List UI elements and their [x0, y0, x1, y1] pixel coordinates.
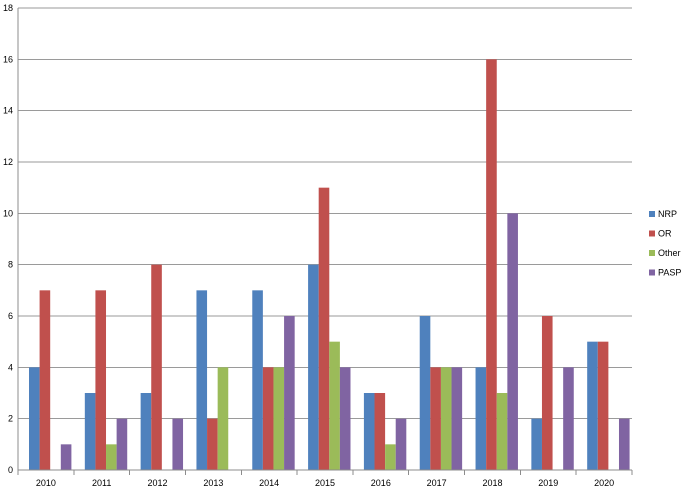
bar-or-2011: [95, 290, 107, 470]
bar-or-2018: [486, 59, 497, 470]
y-tick-label: 12: [3, 157, 13, 167]
x-tick-label: 2018: [482, 478, 502, 488]
bar-nrp-2016: [363, 393, 375, 470]
bar-nrp-2011: [84, 393, 96, 470]
x-tick-label: 2011: [92, 478, 111, 488]
x-tick-label: 2013: [203, 478, 223, 488]
x-tick-label: 2010: [36, 478, 56, 488]
bar-nrp-2018: [475, 367, 487, 470]
bar-nrp-2014: [252, 290, 263, 470]
y-tick-label: 2: [8, 414, 13, 424]
bar-nrp-2015: [308, 264, 319, 470]
y-tick-label: 16: [3, 54, 13, 64]
y-tick-label: 8: [8, 260, 13, 270]
x-tick-label: 2012: [148, 478, 168, 488]
bar-nrp-2013: [196, 290, 208, 470]
x-axis-ticks: 2010 2011 2012 2013 2014 2015 2016 2017 2018 2019…: [36, 478, 614, 488]
x-tick-label: 2014: [259, 478, 279, 488]
y-axis-ticks: 0 2 4 6 8 10 12 14 16 18: [3, 3, 13, 475]
bar-pasp-2014: [284, 316, 295, 470]
bar-nrp-2010: [29, 367, 40, 470]
legend: NRP OR Other PASP: [649, 209, 681, 278]
bar-nrp-2019: [531, 418, 542, 470]
legend-label-other: Other: [658, 248, 681, 258]
bar-other-2011: [106, 444, 117, 470]
bar-pasp-2018: [507, 213, 518, 471]
legend-swatch-other: [649, 250, 655, 256]
bar-or-2014: [262, 367, 274, 470]
x-tick-label: 2020: [594, 478, 614, 488]
bar-pasp-2011: [116, 418, 128, 470]
bar-other-2015: [329, 341, 340, 470]
bar-other-2014: [273, 367, 285, 470]
legend-label-nrp: NRP: [658, 209, 677, 219]
bar-other-2016: [385, 444, 396, 470]
bar-or-2019: [541, 316, 553, 470]
bar-or-2015: [318, 187, 330, 470]
bar-pasp-2019: [563, 367, 574, 470]
bar-other-2013: [217, 367, 229, 470]
legend-swatch-or: [649, 230, 655, 237]
bar-or-2010: [39, 290, 51, 470]
x-tick-label: 2015: [315, 478, 335, 488]
bar-pasp-2015: [339, 367, 351, 470]
y-tick-label: 0: [8, 465, 13, 475]
bar-or-2016: [374, 393, 386, 470]
bars: [29, 59, 630, 471]
bar-pasp-2016: [395, 418, 407, 470]
bar-nrp-2012: [140, 393, 152, 470]
bar-or-2012: [151, 264, 162, 470]
bar-pasp-2017: [451, 367, 463, 470]
y-tick-label: 14: [3, 106, 13, 116]
bar-or-2020: [597, 341, 609, 470]
bar-pasp-2010: [60, 444, 72, 470]
bar-pasp-2012: [172, 418, 184, 470]
legend-label-pasp: PASP: [658, 268, 681, 278]
x-tick-label: 2019: [538, 478, 558, 488]
bar-nrp-2017: [419, 316, 431, 470]
y-tick-label: 4: [8, 362, 13, 372]
axes: [17, 8, 633, 475]
bar-nrp-2020: [587, 341, 598, 470]
bar-pasp-2020: [618, 418, 630, 470]
bar-or-2013: [207, 418, 218, 470]
x-tick-label: 2017: [427, 478, 447, 488]
legend-label-or: OR: [658, 229, 672, 239]
bar-other-2018: [496, 393, 508, 470]
bar-or-2017: [430, 367, 441, 470]
legend-swatch-nrp: [649, 211, 655, 217]
y-tick-label: 10: [3, 208, 13, 218]
legend-swatch-pasp: [649, 269, 655, 276]
bar-other-2017: [440, 367, 452, 470]
x-tick-label: 2016: [371, 478, 391, 488]
y-tick-label: 18: [3, 3, 13, 13]
y-tick-label: 6: [8, 311, 13, 321]
